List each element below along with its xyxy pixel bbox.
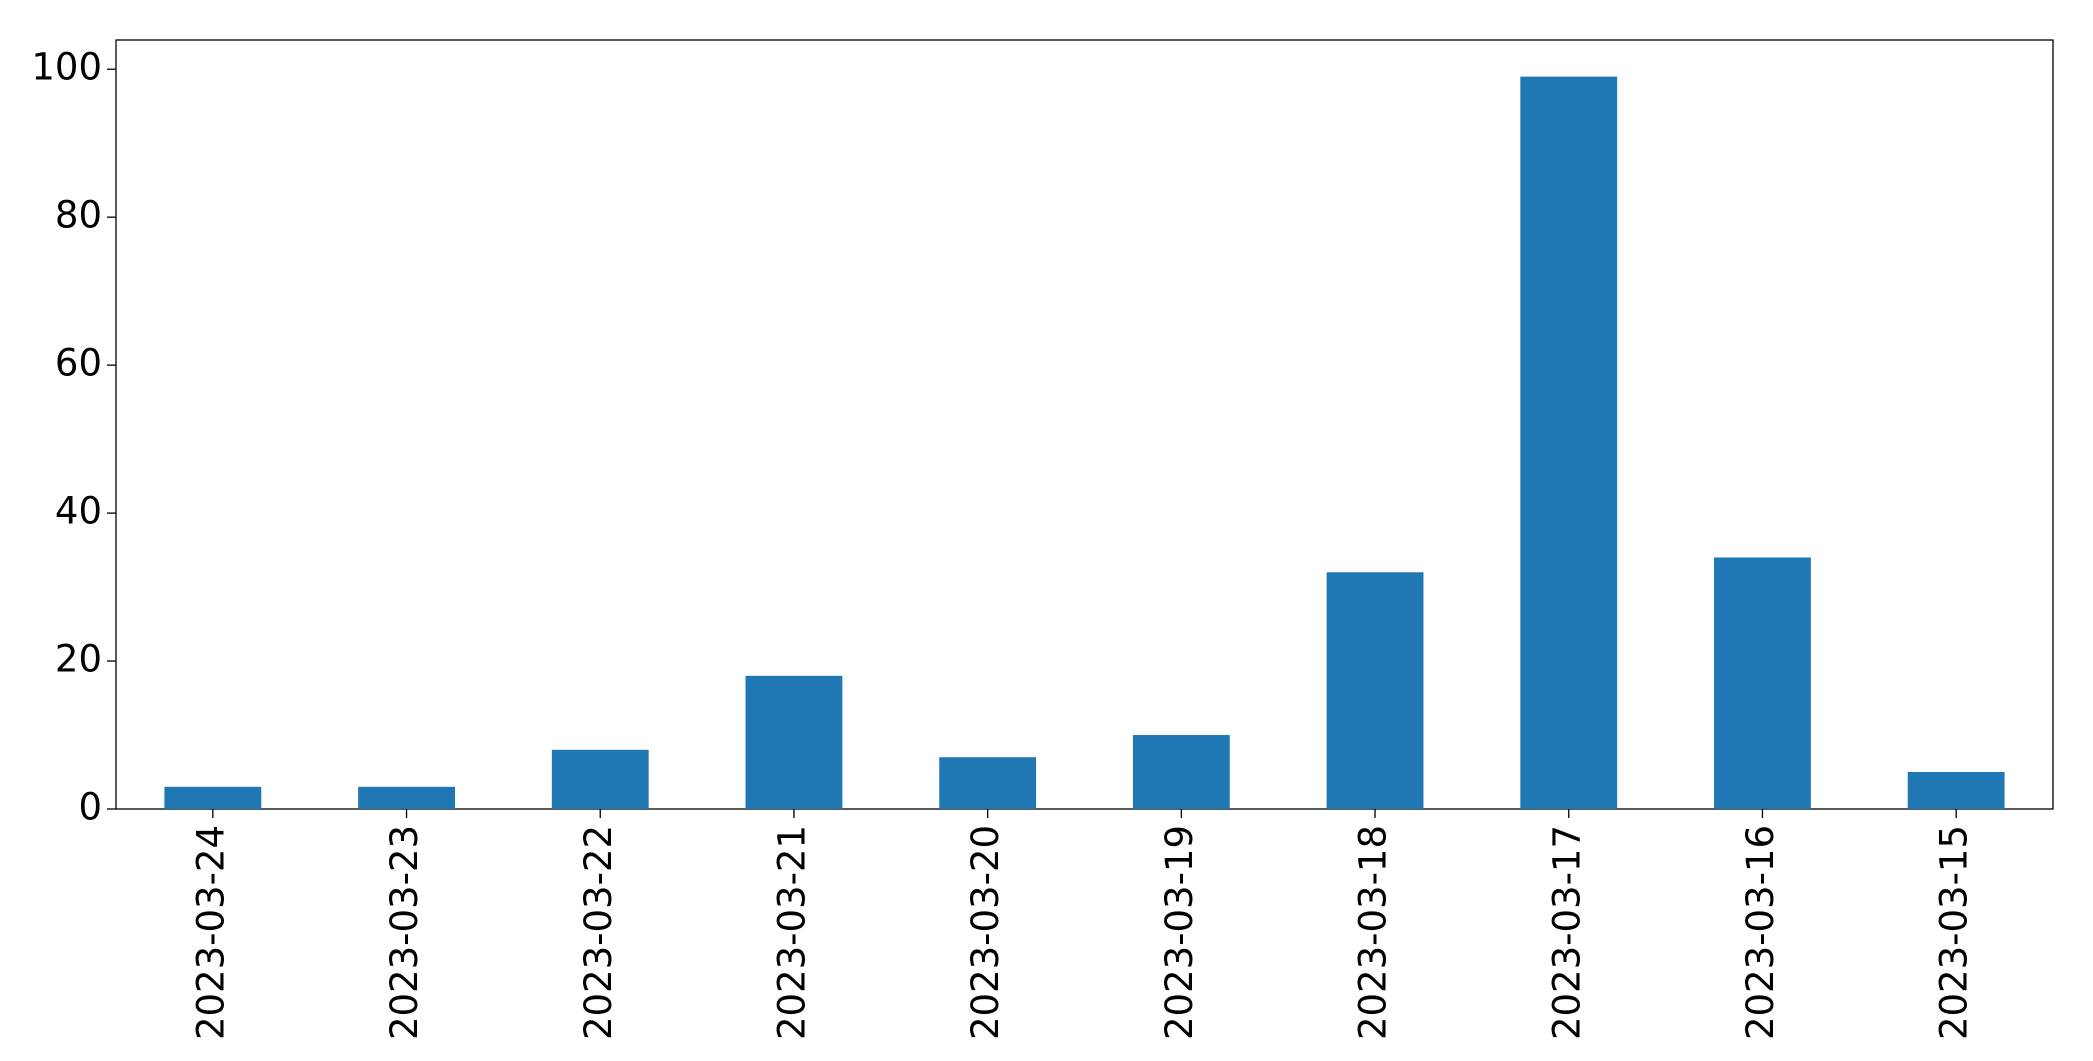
bar xyxy=(1714,557,1811,809)
bar xyxy=(745,675,843,809)
plot-frame xyxy=(115,39,2054,810)
y-tick-label: 40 xyxy=(55,490,102,533)
bar xyxy=(164,786,262,809)
bar xyxy=(1907,772,2005,809)
y-tick-label: 0 xyxy=(78,786,102,829)
y-tick-label: 60 xyxy=(55,342,102,385)
x-tick-label: 2023-03-21 xyxy=(770,825,813,1040)
bar xyxy=(939,757,1037,809)
x-tick-label: 2023-03-24 xyxy=(189,825,232,1040)
bar xyxy=(1132,735,1230,809)
x-tick-label: 2023-03-19 xyxy=(1158,825,1201,1040)
x-tick-label: 2023-03-18 xyxy=(1352,825,1395,1040)
x-tick-label: 2023-03-22 xyxy=(577,825,620,1040)
x-tick-label: 2023-03-20 xyxy=(964,825,1007,1040)
y-tick-label: 20 xyxy=(55,638,102,681)
x-tick-label: 2023-03-16 xyxy=(1739,825,1782,1040)
bar xyxy=(551,749,649,809)
bar xyxy=(1326,572,1424,809)
bar xyxy=(358,786,455,809)
x-tick-label: 2023-03-15 xyxy=(1933,825,1976,1040)
y-tick-label: 100 xyxy=(31,46,102,89)
x-tick-label: 2023-03-23 xyxy=(383,825,426,1040)
y-tick-label: 80 xyxy=(55,194,102,237)
x-tick-label: 2023-03-17 xyxy=(1545,825,1588,1040)
bar xyxy=(1520,76,1618,810)
